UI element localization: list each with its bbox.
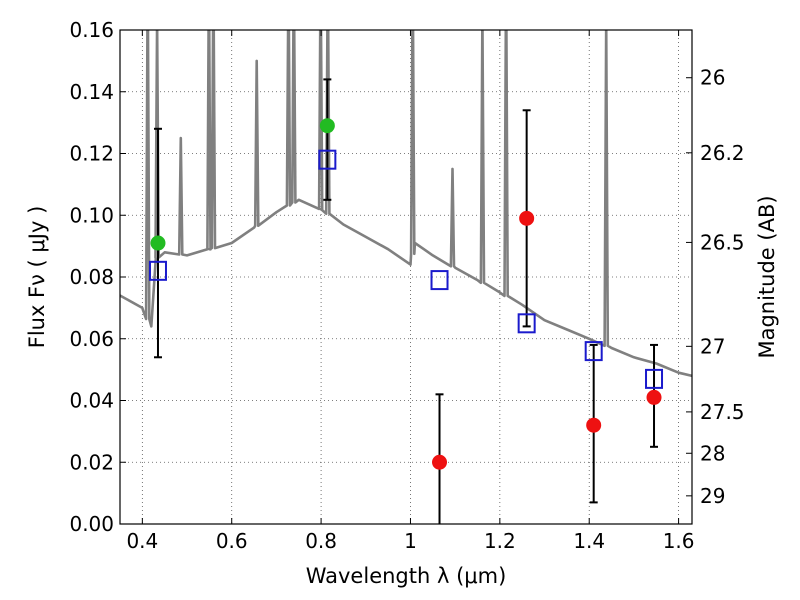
observed-point-marker [432, 454, 448, 470]
x-axis-ticks: 0.4 0.6 0.8 1 1.2 1.4 1.6 [126, 30, 695, 553]
x-tick-label: 1.6 [663, 529, 695, 553]
y2-axis-title: Magnitude (AB) [755, 195, 779, 358]
model-square-marker [430, 270, 449, 291]
y-axis-ticks: 0.00 0.02 0.04 0.06 0.08 0.10 0.12 0.14 0.16 [69, 18, 126, 536]
x-axis-title: Wavelength λ (μm) [306, 564, 507, 588]
error-bars [153, 78, 659, 524]
model-spectrum [120, 30, 692, 378]
x-tick-label: 0.6 [216, 529, 248, 553]
y-tick-label: 0.14 [69, 80, 114, 104]
y2-tick-label: 26 [700, 66, 725, 90]
x-tick-label: 1.4 [573, 529, 605, 553]
model-square-marker [148, 260, 167, 281]
y2-tick-label: 26.5 [700, 230, 745, 254]
observed-point-marker [519, 210, 535, 226]
model-square-marker [517, 313, 536, 334]
spectrum-line [120, 30, 692, 378]
y2-tick-label: 28 [700, 441, 725, 465]
y2-tick-label: 27.5 [700, 400, 745, 424]
x-tick-label: 1.2 [484, 529, 516, 553]
observed-point-marker [150, 235, 166, 251]
y2-tick-label: 29 [700, 484, 725, 508]
y-tick-label: 0.12 [69, 142, 114, 166]
y-tick-label: 0.06 [69, 327, 114, 351]
y-axis-title: Flux Fν ( μJy ) [25, 206, 49, 349]
y-tick-label: 0.16 [69, 18, 114, 42]
y-tick-label: 0.10 [69, 203, 114, 227]
model-square-marker [584, 341, 603, 362]
y-tick-label: 0.00 [69, 512, 114, 536]
x-tick-label: 0.8 [305, 529, 337, 553]
y2-tick-label: 26.2 [700, 141, 745, 165]
y2-axis-ticks: 26 26.2 26.5 27 27.5 28 29 [686, 66, 745, 508]
model-square-marker [318, 149, 337, 170]
x-tick-label: 0.4 [126, 529, 158, 553]
model-square-marker [645, 368, 664, 389]
observed-photometry-markers [150, 118, 662, 470]
y-tick-label: 0.04 [69, 389, 114, 413]
y-tick-label: 0.08 [69, 265, 114, 289]
model-photometry-markers [148, 149, 664, 389]
y2-tick-label: 27 [700, 334, 725, 358]
y-tick-label: 0.02 [69, 450, 114, 474]
x-tick-label: 1 [404, 529, 417, 553]
observed-point-marker [586, 417, 602, 433]
observed-point-marker [319, 118, 335, 134]
observed-point-marker [646, 389, 662, 405]
